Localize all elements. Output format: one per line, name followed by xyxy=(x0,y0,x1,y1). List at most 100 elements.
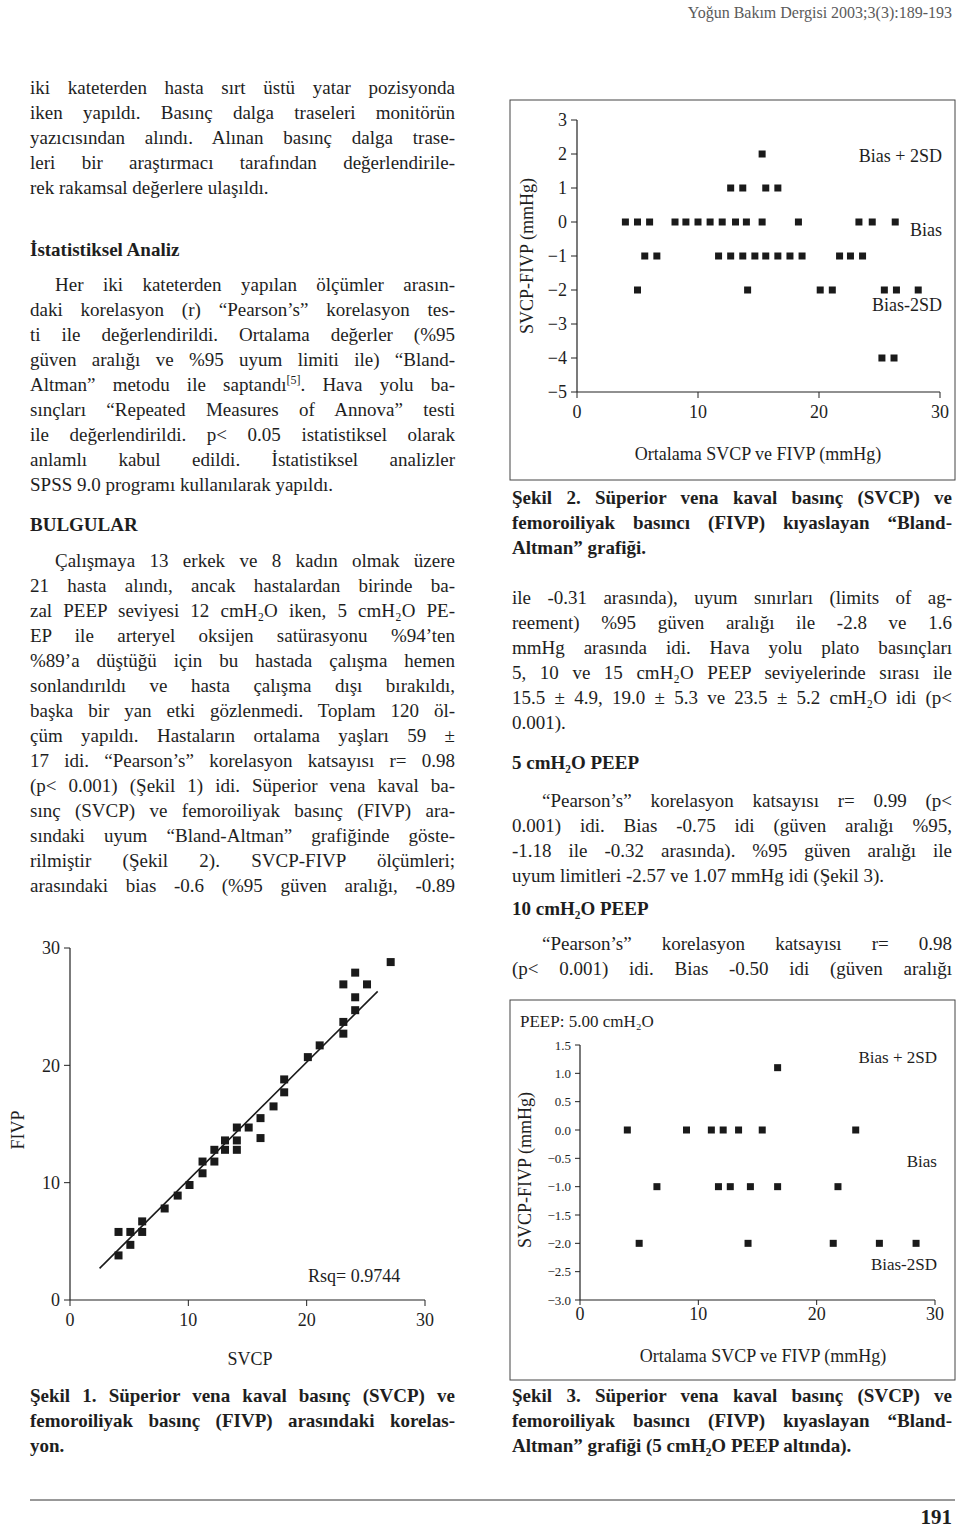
y-tick-label: −2.5 xyxy=(547,1264,571,1279)
y-tick xyxy=(571,358,577,359)
data-point xyxy=(622,219,629,226)
data-point xyxy=(634,287,641,294)
data-point xyxy=(115,1228,123,1236)
data-point xyxy=(847,253,854,260)
data-point xyxy=(233,1146,241,1154)
y-axis-label: SVCP-FIVP (mmHg) xyxy=(515,1092,536,1248)
reference-label: Bias-2SD xyxy=(871,1255,937,1274)
body-text-line: ile değerlendirildi. p< 0.05 istatistiks… xyxy=(30,422,455,447)
x-axis-label: Ortalama SVCP ve FIVP (mmHg) xyxy=(640,1346,887,1367)
y-tick-label: 0.5 xyxy=(555,1094,571,1109)
x-axis-line xyxy=(580,1299,935,1300)
body-text-line: çüm yapıldı. Hastaların ortalama yaşları… xyxy=(30,723,455,748)
chart-3: −3.0−2.5−2.0−1.5−1.0−0.50.00.51.01.50102… xyxy=(510,1000,955,1380)
section-heading: 5 cmH₂O PEEP xyxy=(512,750,952,775)
body-text-line: 21 hasta alındı, ancak hastalardan birin… xyxy=(30,573,455,598)
data-point xyxy=(743,219,750,226)
text-segment: Altman” metodu ile saptandı xyxy=(30,374,286,395)
data-point xyxy=(719,219,726,226)
y-tick-label: 3 xyxy=(558,110,567,130)
data-point xyxy=(774,253,781,260)
y-tick xyxy=(571,324,577,325)
body-text-line: zal PEEP seviyesi 12 cmH₂O iken, 5 cmH₂O… xyxy=(30,598,455,623)
data-point xyxy=(727,253,734,260)
data-point xyxy=(774,1064,781,1071)
data-point xyxy=(646,219,653,226)
chart-title: PEEP: 5.00 cmH₂O xyxy=(520,1012,654,1031)
body-text-line: anlamlı kabul edildi. İstatistiksel anal… xyxy=(30,447,455,472)
body-text-line: sındaki uyum “Bland-Altman” grafiğinde g… xyxy=(30,823,455,848)
x-tick-label: 30 xyxy=(931,402,949,422)
y-axis-line xyxy=(69,948,70,1300)
data-point xyxy=(634,219,641,226)
data-point xyxy=(186,1181,194,1189)
x-axis-label: Ortalama SVCP ve FIVP (mmHg) xyxy=(635,444,882,465)
body-text-line: yazıcısından alındı. Alınan basınç dalga… xyxy=(30,125,455,150)
data-point xyxy=(126,1241,134,1249)
chart-1: 01020300102030SVCPFIVPRsq= 0.9744 xyxy=(8,938,434,1369)
x-tick-label: 10 xyxy=(689,402,707,422)
body-text-line: 15.5 ± 4.9, 19.0 ± 5.3 ve 23.5 ± 5.2 cmH… xyxy=(512,685,952,710)
x-axis-line xyxy=(70,1299,425,1300)
data-point xyxy=(744,287,751,294)
data-point xyxy=(836,253,843,260)
data-point xyxy=(747,1183,754,1190)
data-point xyxy=(653,1183,660,1190)
data-point xyxy=(210,1146,218,1154)
data-point xyxy=(304,1053,312,1061)
body-text-line: “Pearson’s” korelasyon katsayısı r= 0.98 xyxy=(512,931,952,956)
y-tick-label: 0.0 xyxy=(555,1123,571,1138)
body-text-line: ti ile değerlendirildi. Ortalama değerle… xyxy=(30,322,455,347)
body-text-line: ile -0.31 arasında), uyum sınırları (lim… xyxy=(512,585,952,610)
y-tick xyxy=(575,1045,580,1046)
y-tick xyxy=(64,1065,70,1066)
data-point xyxy=(233,1124,241,1132)
data-point xyxy=(174,1192,182,1200)
body-text-line: -1.18 ile -0.32 arasında). %95 güven ara… xyxy=(512,838,952,863)
figure-caption-line: Altman” grafiği (5 cmH₂O PEEP altında). xyxy=(512,1433,952,1458)
reference-superscript: [5] xyxy=(286,373,300,387)
data-point xyxy=(257,1134,265,1142)
data-point xyxy=(280,1088,288,1096)
data-point xyxy=(653,253,660,260)
section-heading: 10 cmH₂O PEEP xyxy=(512,896,952,921)
y-tick-label: 10 xyxy=(42,1173,60,1193)
body-text-line: sınç (SVCP) ve femoroiliyak basınç (FIVP… xyxy=(30,798,455,823)
y-tick-label: 20 xyxy=(42,1056,60,1076)
y-tick xyxy=(575,1158,580,1159)
body-text-line: rilmiştir (Şekil 2). SVCP-FIVP ölçümleri… xyxy=(30,848,455,873)
y-tick xyxy=(571,120,577,121)
data-point xyxy=(762,185,769,192)
data-point xyxy=(161,1204,169,1212)
y-axis-label: FIVP xyxy=(8,1110,28,1149)
body-text-line: sınçları “Repeated Measures of Annova” t… xyxy=(30,397,455,422)
data-point xyxy=(316,1041,324,1049)
y-tick xyxy=(571,392,577,393)
y-tick-label: 0 xyxy=(51,1290,60,1310)
body-text-line: sonlandırıldı ve hasta çalışma dışı bıra… xyxy=(30,673,455,698)
chart-2: −5−4−3−2−101230102030Ortalama SVCP ve FI… xyxy=(510,100,955,480)
x-tick xyxy=(940,392,941,398)
y-tick xyxy=(571,154,577,155)
data-point xyxy=(759,151,766,158)
data-point xyxy=(245,1124,253,1132)
page-number: 191 xyxy=(921,1505,953,1528)
data-point xyxy=(339,980,347,988)
x-tick-label: 30 xyxy=(926,1304,944,1324)
y-tick xyxy=(575,1101,580,1102)
data-point xyxy=(221,1146,229,1154)
body-text-line: 0.001). xyxy=(512,710,952,735)
reference-label: Bias xyxy=(910,220,942,240)
body-text-line: leri bir araştırmacı tarafından değerlen… xyxy=(30,150,455,175)
data-point xyxy=(732,219,739,226)
regression-line xyxy=(100,991,378,1268)
data-point xyxy=(233,1136,241,1144)
data-point xyxy=(817,287,824,294)
plot-data xyxy=(624,1064,920,1247)
data-point xyxy=(624,1127,631,1134)
x-tick-label: 0 xyxy=(66,1310,75,1330)
data-point xyxy=(762,253,769,260)
reference-label: Bias xyxy=(907,1152,937,1171)
y-tick-label: −0.5 xyxy=(547,1151,571,1166)
y-tick-label: 30 xyxy=(42,938,60,958)
